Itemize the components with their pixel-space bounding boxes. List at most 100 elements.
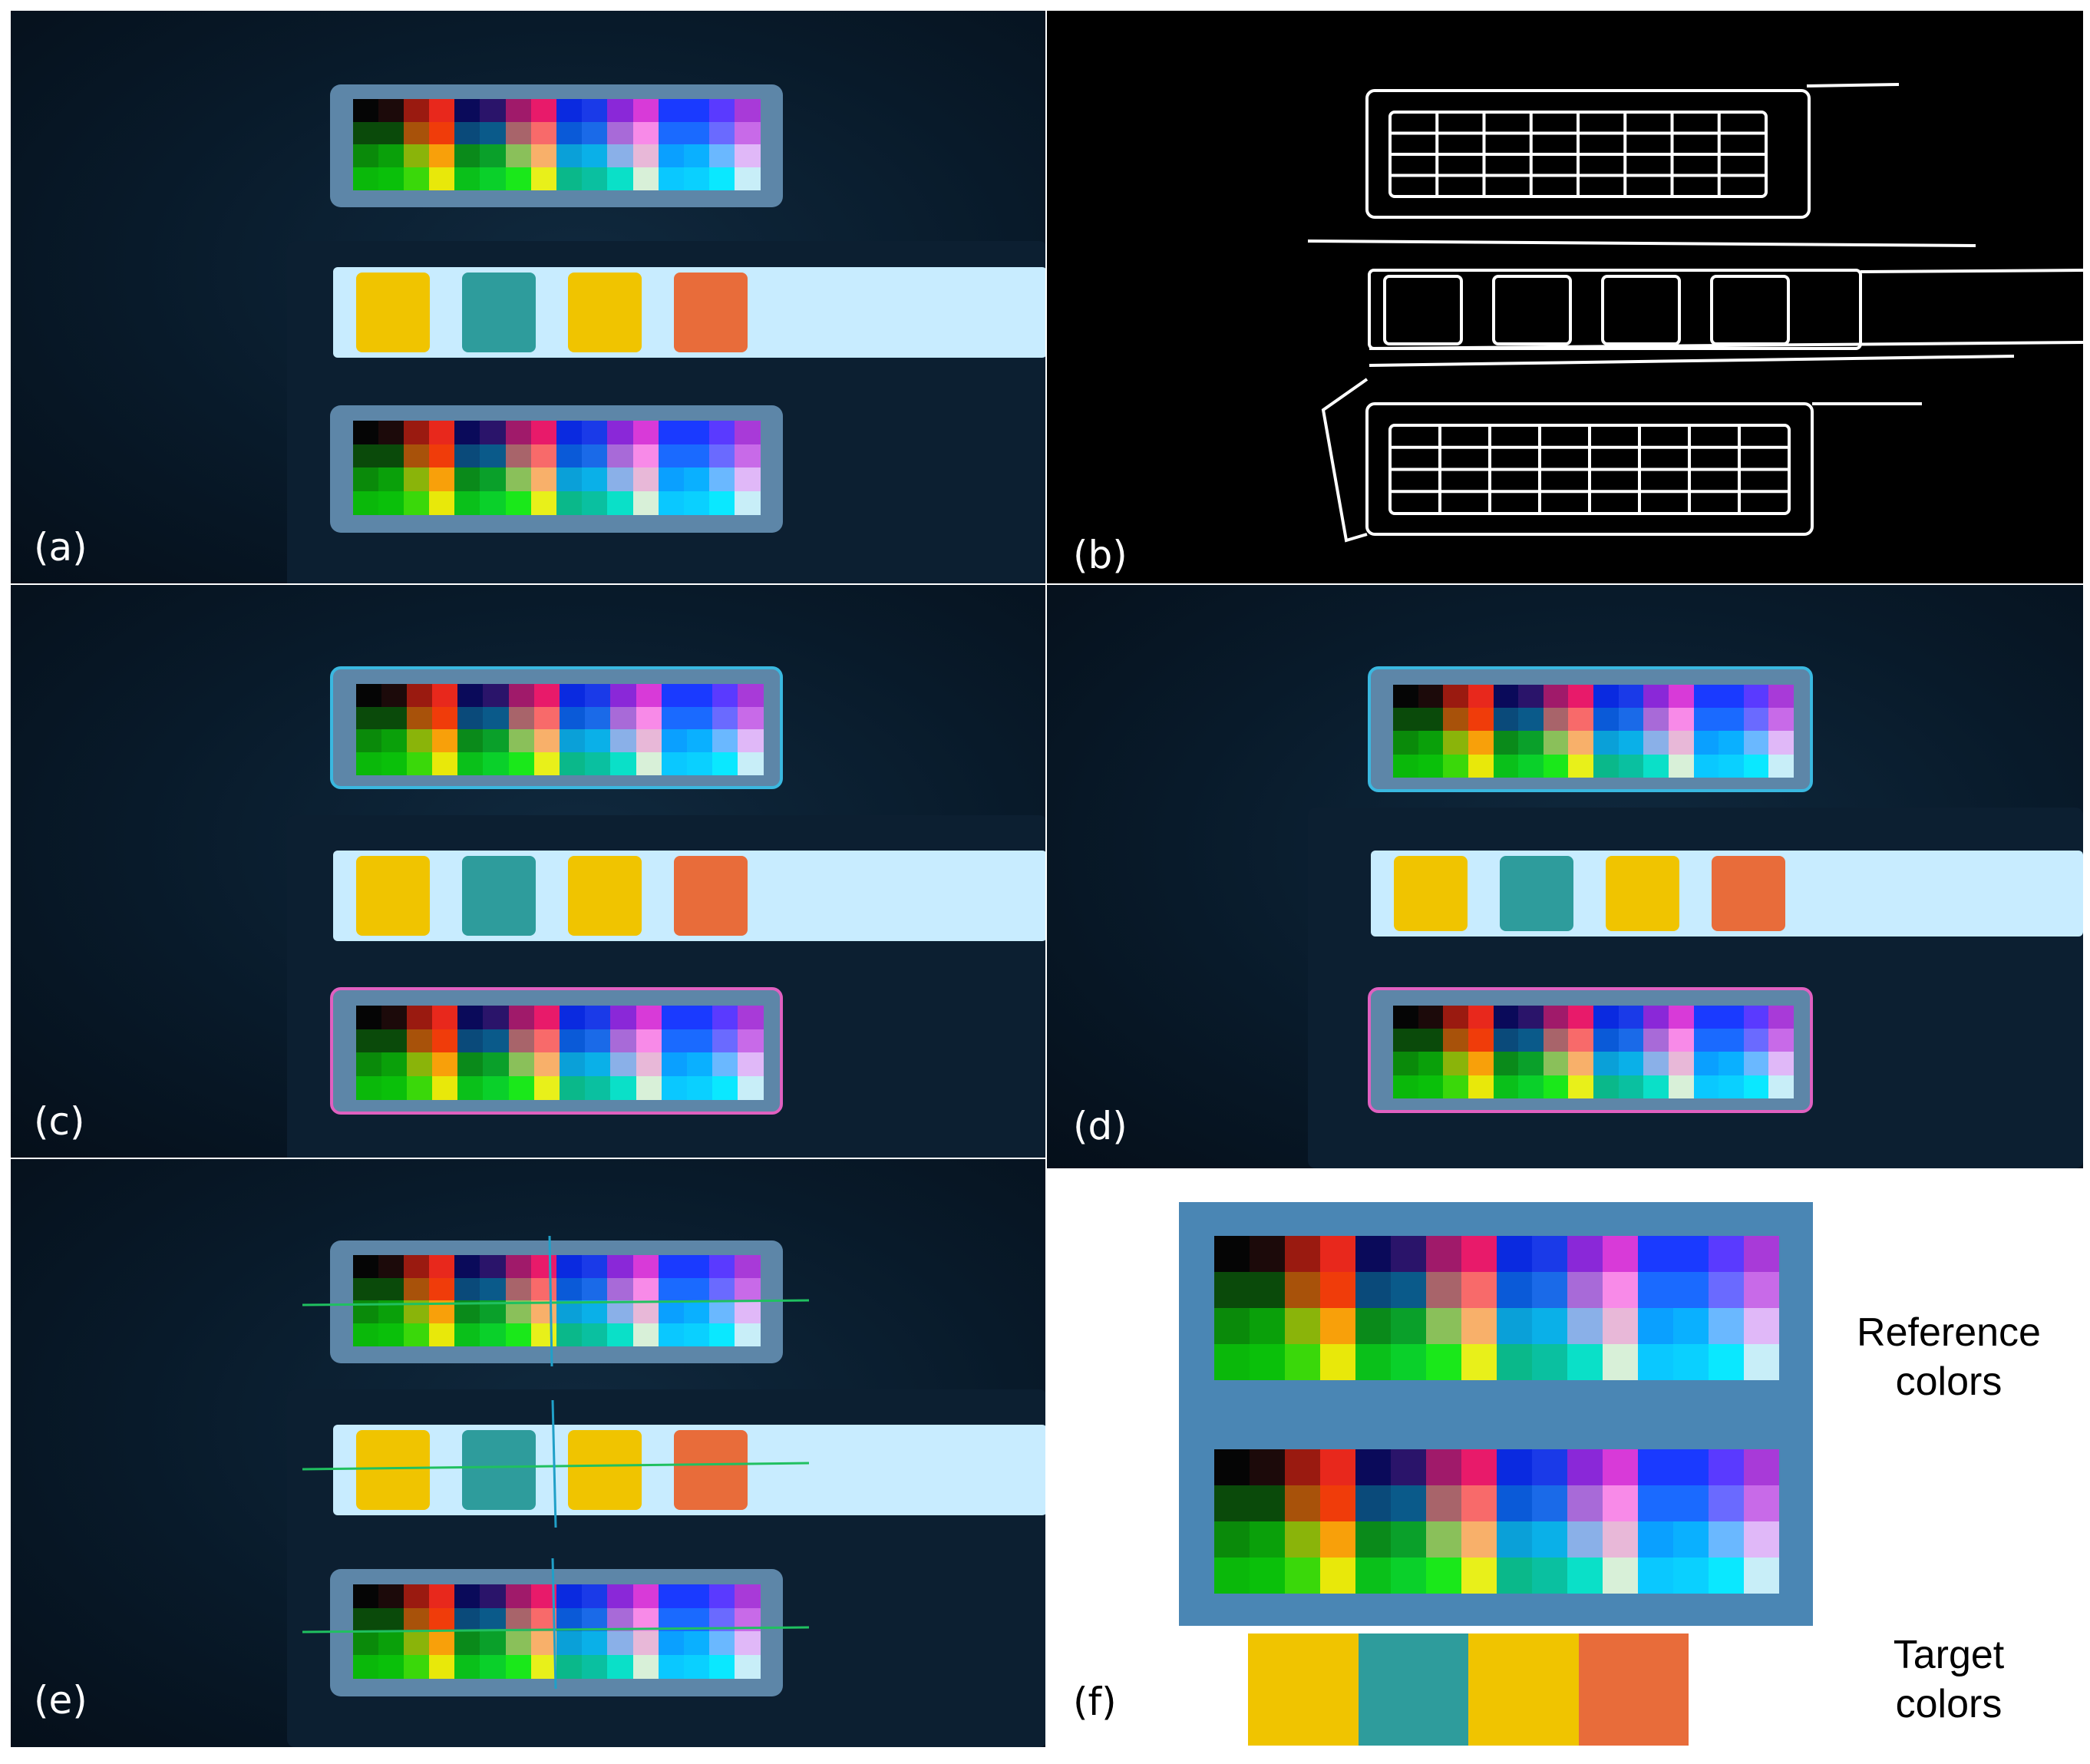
color-patch	[582, 1300, 608, 1323]
color-patch	[658, 420, 684, 444]
color-patch	[454, 491, 480, 515]
color-patch	[709, 491, 735, 515]
color-patch	[582, 167, 608, 190]
color-patch	[1497, 1521, 1532, 1558]
color-patch	[378, 167, 404, 190]
color-patch	[480, 1631, 506, 1656]
color-patch	[582, 444, 608, 468]
color-patch	[533, 1029, 560, 1053]
color-patch	[683, 1584, 710, 1608]
color-patch	[1393, 754, 1418, 778]
color-patch	[1543, 731, 1569, 755]
color-patch	[683, 1655, 710, 1679]
color-patch	[709, 1323, 735, 1346]
color-patch	[1418, 708, 1444, 732]
color-patch	[1567, 1558, 1603, 1594]
color-patch	[610, 1029, 636, 1053]
color-patch	[658, 1631, 684, 1656]
color-patch	[1643, 754, 1669, 778]
color-patch	[661, 729, 687, 752]
color-patch	[480, 1607, 506, 1632]
target-color	[1578, 1634, 1689, 1746]
panel-label-b: (b)	[1073, 533, 1128, 577]
color-patch	[1567, 1308, 1603, 1344]
color-patch	[505, 121, 531, 145]
color-patch	[1668, 731, 1694, 755]
color-patch	[505, 420, 531, 444]
color-patch	[1709, 1344, 1744, 1380]
color-patch	[1673, 1236, 1709, 1272]
color-patch	[709, 99, 735, 122]
color-patch	[632, 467, 659, 492]
color-patch	[1603, 1272, 1638, 1308]
color-patch	[1418, 731, 1444, 755]
color-patch	[1743, 1005, 1769, 1029]
panel-c: (c)	[11, 585, 1045, 1158]
color-patch	[610, 684, 636, 707]
color-patch	[1468, 1052, 1494, 1075]
color-patch	[508, 1052, 534, 1077]
color-patch	[738, 1029, 764, 1053]
color-patch	[505, 167, 531, 190]
color-patch	[712, 684, 738, 707]
chart-card-bottom	[330, 987, 783, 1115]
color-patch	[1418, 1005, 1444, 1029]
color-patch	[607, 1655, 633, 1679]
color-patch	[1567, 1485, 1603, 1521]
color-patch	[530, 491, 556, 515]
color-patch	[533, 706, 560, 730]
color-patch	[686, 1029, 713, 1053]
color-patch	[1568, 731, 1593, 755]
panel-b: (b)	[1047, 11, 2083, 583]
color-patch	[483, 752, 509, 775]
color-patch	[381, 1076, 407, 1100]
color-patch	[454, 1255, 480, 1278]
color-patch	[1744, 1558, 1779, 1594]
color-patch	[658, 1584, 684, 1608]
color-patch	[457, 706, 484, 730]
color-patch	[632, 1277, 659, 1301]
color-patch	[585, 706, 611, 730]
color-patch	[560, 706, 586, 730]
color-patch	[1214, 1485, 1250, 1521]
color-patch	[480, 1323, 506, 1346]
target-color-strip	[1248, 1634, 1689, 1746]
color-patch	[530, 121, 556, 145]
color-patch	[1567, 1521, 1603, 1558]
color-patch	[1568, 684, 1593, 708]
color-patch	[1461, 1521, 1497, 1558]
color-patch	[683, 167, 710, 190]
color-patch	[607, 1631, 633, 1656]
color-patch	[607, 167, 633, 190]
target-swatch	[568, 856, 642, 936]
color-patch	[1426, 1236, 1461, 1272]
color-patch	[530, 144, 556, 167]
color-patch	[1603, 1521, 1638, 1558]
color-patch	[378, 99, 404, 122]
color-patch	[457, 1076, 484, 1100]
color-patch	[738, 1005, 764, 1029]
color-patch	[1693, 1075, 1719, 1098]
color-patch	[636, 729, 662, 752]
color-patch	[457, 1029, 484, 1053]
color-patch	[709, 420, 735, 444]
color-patch	[508, 706, 534, 730]
color-patch	[632, 1255, 659, 1278]
color-patch	[1768, 1052, 1794, 1075]
color-patch	[1768, 1005, 1794, 1029]
color-patch	[1743, 731, 1769, 755]
color-patch	[1461, 1485, 1497, 1521]
panel-d: (d)	[1047, 585, 2083, 1168]
color-patch	[1497, 1236, 1532, 1272]
color-patch	[1393, 1052, 1418, 1075]
color-patch	[1320, 1485, 1355, 1521]
color-patch	[556, 420, 583, 444]
color-patch	[505, 1655, 531, 1679]
color-patch	[1673, 1308, 1709, 1344]
color-patch	[1693, 1029, 1719, 1052]
color-patch	[1493, 684, 1519, 708]
color-patch	[709, 444, 735, 468]
color-patch	[1543, 1005, 1569, 1029]
color-patch	[505, 1631, 531, 1656]
color-patch	[403, 444, 430, 468]
